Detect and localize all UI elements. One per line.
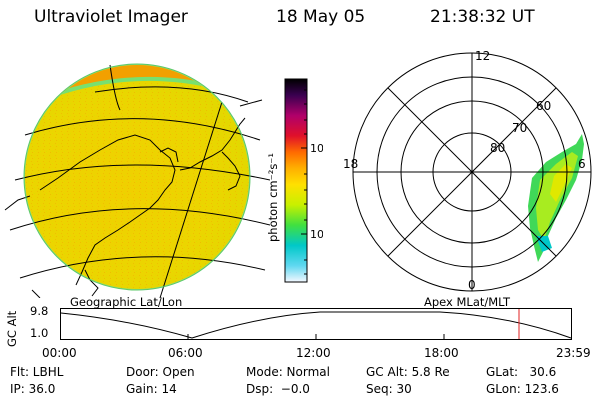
mlt-label-6: 6: [578, 157, 586, 171]
color-bar-tick-10: 10: [310, 228, 323, 241]
ip-info: IP: 36.0: [10, 382, 56, 396]
door-info: Door: Open: [126, 365, 195, 379]
altitude-plot-frame: [60, 308, 572, 340]
mlt-label-18: 18: [343, 157, 358, 171]
altitude-curve: [60, 311, 572, 339]
mlat-label-70: 70: [512, 121, 527, 135]
polar-caption: Apex MLat/MLT: [424, 295, 511, 309]
map-caption: Geographic Lat/Lon: [70, 295, 183, 309]
polar-plot: 12 18 6 0 60 70 80: [343, 49, 592, 292]
time-label: 21:38:32 UT: [430, 7, 535, 27]
color-bar-scale: [284, 78, 308, 283]
alt-ymin-label: 1.0: [30, 326, 49, 340]
glon-info: GLon: 123.6: [486, 382, 559, 396]
date-label: 18 May 05: [276, 7, 366, 27]
seq-info: Seq: 30: [366, 382, 412, 396]
color-bar-tick-100: 100: [310, 142, 323, 155]
gain-info: Gain: 14: [126, 382, 177, 396]
auroral-oval: [528, 134, 584, 262]
mlat-label-80: 80: [490, 141, 505, 155]
alt-ylabel: GC Alt: [5, 310, 19, 347]
color-bar-unit-label: photon cm⁻²s⁻¹: [266, 153, 280, 242]
dayglow-cap: [40, 65, 220, 100]
dsp-info: Dsp: −0.0: [246, 382, 310, 396]
alt-xtick-2: 12:00: [296, 346, 331, 360]
mlt-label-0: 0: [468, 278, 476, 292]
mlt-label-12: 12: [475, 49, 490, 63]
mode-info: Mode: Normal: [246, 365, 330, 379]
mlat-label-60: 60: [536, 99, 551, 113]
color-bar: 100 10 photon cm⁻²s⁻¹: [266, 78, 323, 283]
lat-lon-grid: [9, 64, 270, 298]
filter-info: Flt: LBHL: [10, 365, 64, 379]
geographic-image: [4, 63, 270, 298]
alt-ymax-label: 9.8: [30, 304, 49, 318]
altitude-plot: [60, 308, 572, 340]
alt-xtick-4: 23:59: [556, 346, 591, 360]
glat-info: GLat: 30.6: [486, 365, 557, 379]
alt-xtick-3: 18:00: [424, 346, 459, 360]
instrument-title: Ultraviolet Imager: [34, 7, 188, 27]
gc-alt-info: GC Alt: 5.8 Re: [366, 365, 450, 379]
alt-xtick-0: 00:00: [42, 346, 77, 360]
alt-xtick-1: 06:00: [168, 346, 203, 360]
